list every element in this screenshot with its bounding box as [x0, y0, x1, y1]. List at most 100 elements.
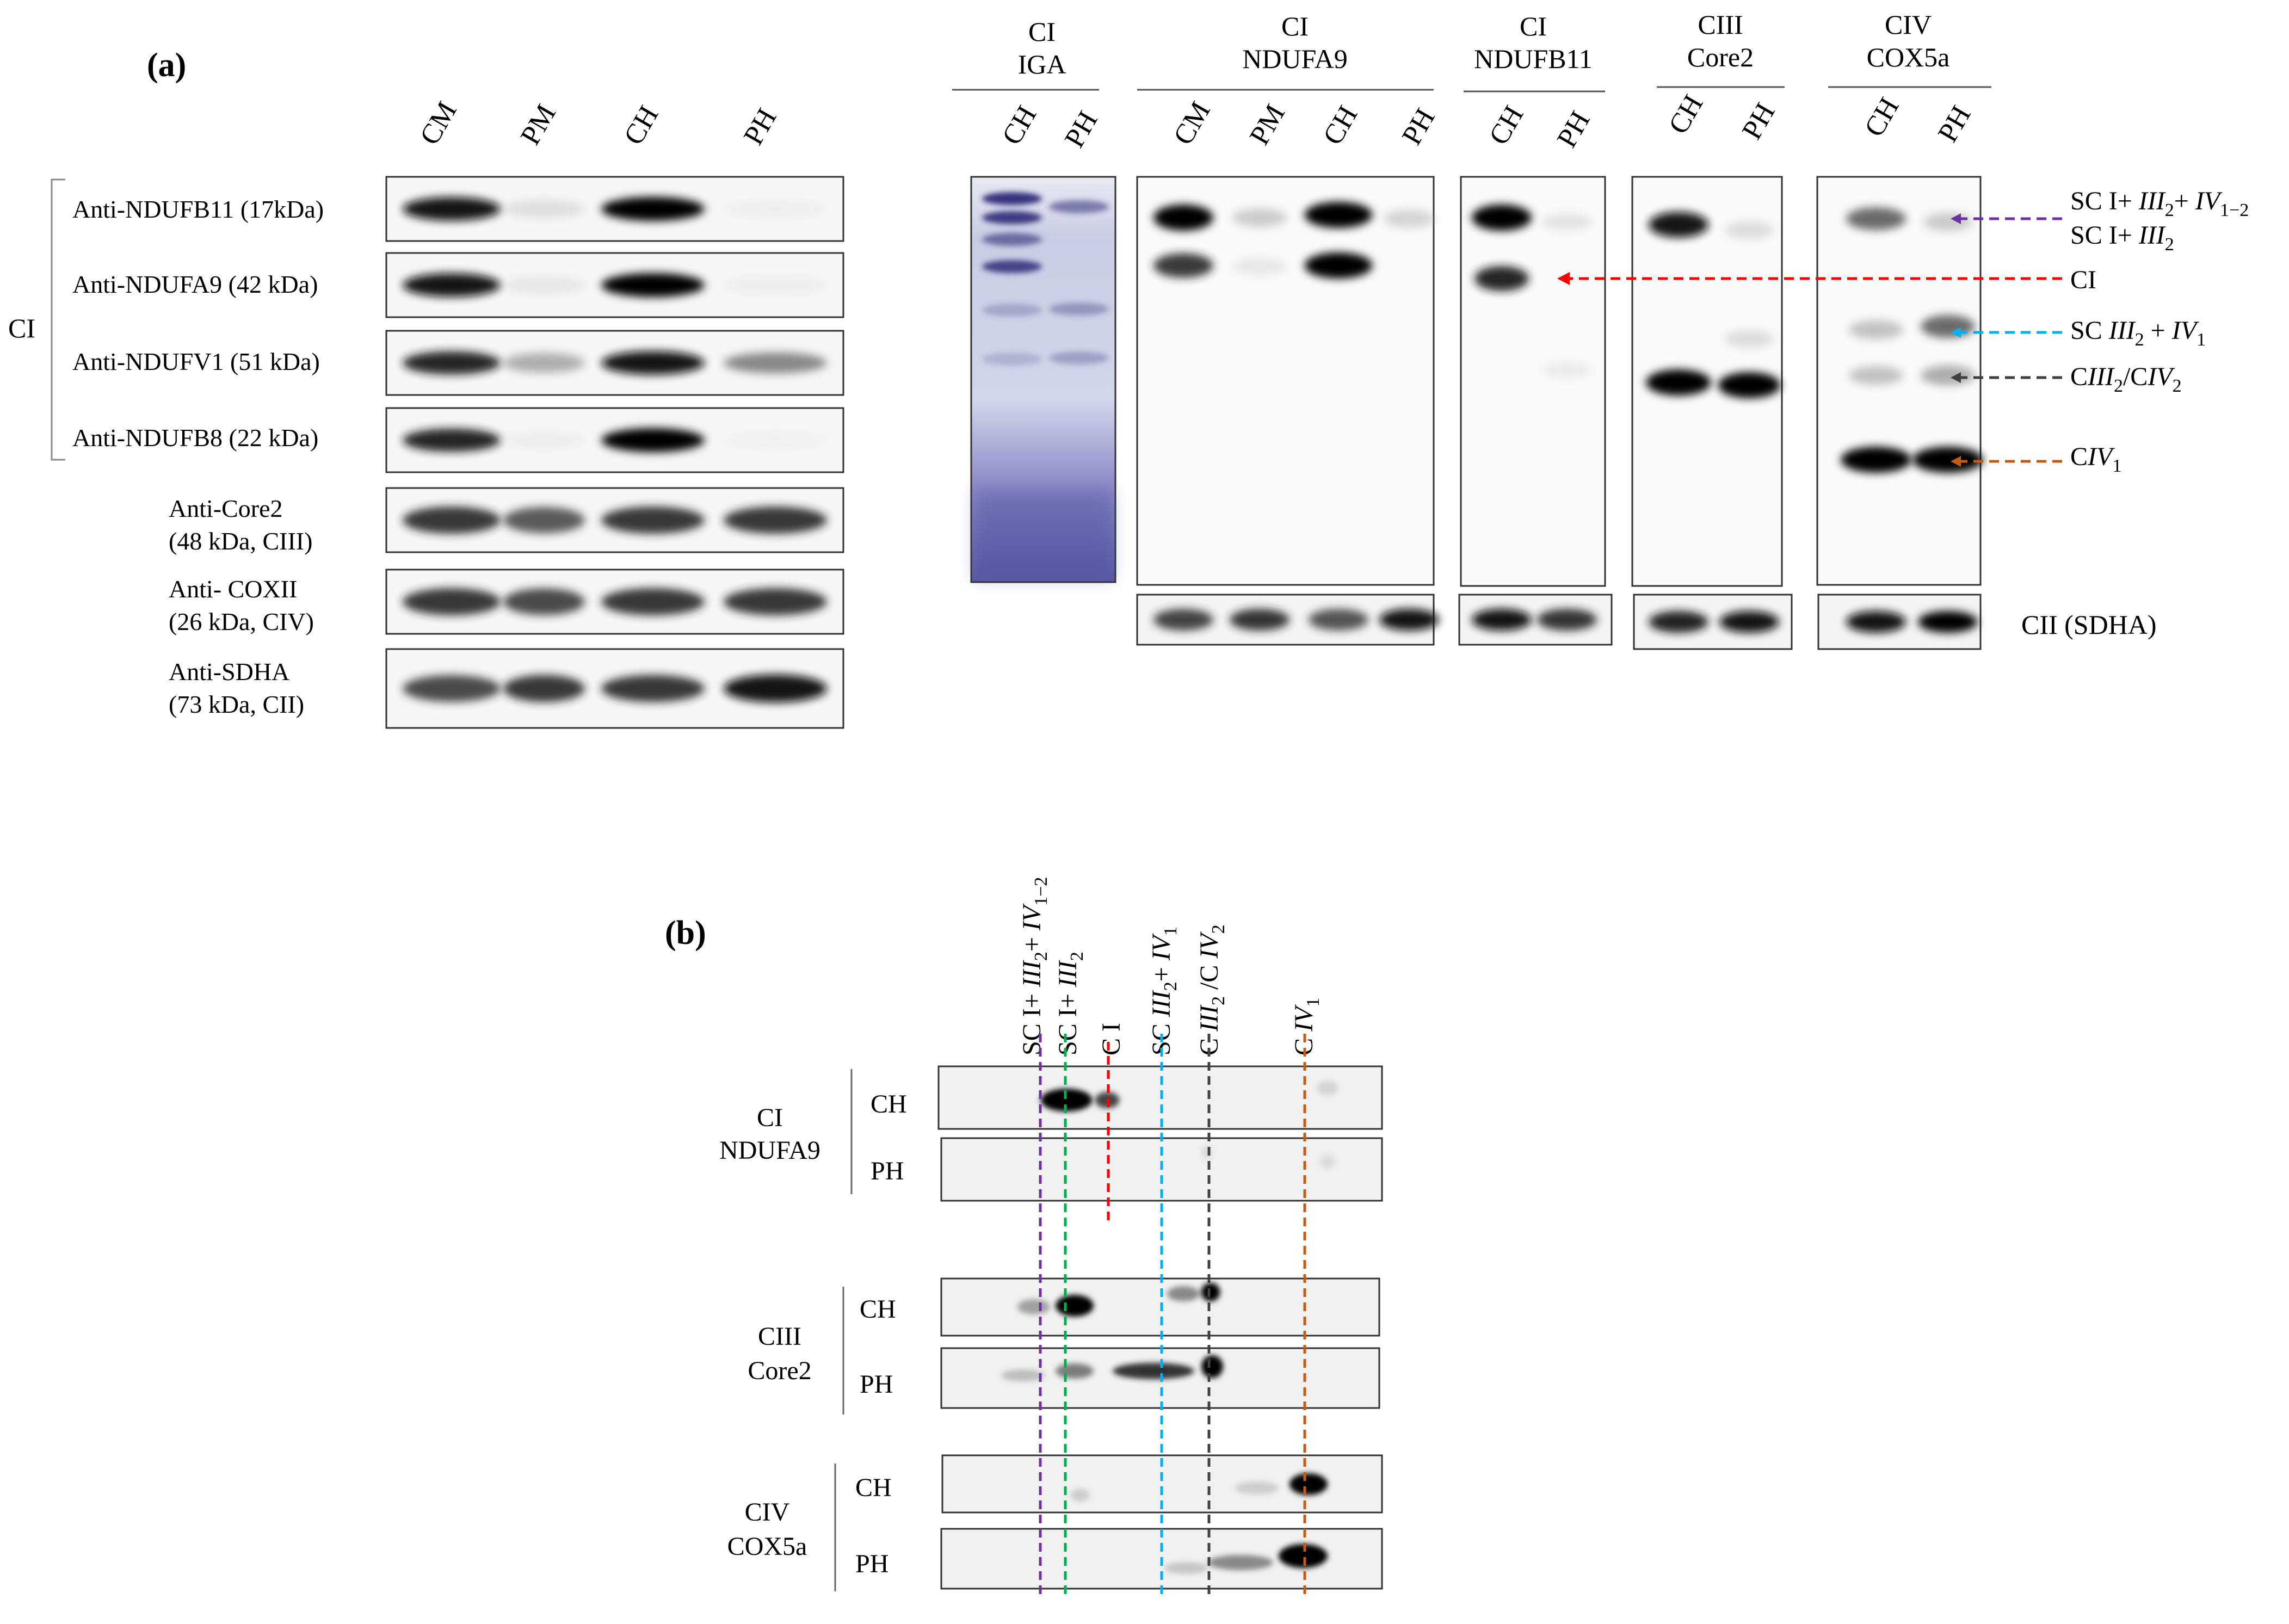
lane-header: CH [996, 101, 1042, 150]
blot-ndufa9 [385, 252, 844, 318]
lane-header: PH [1932, 101, 1977, 147]
blot-band [724, 352, 827, 374]
2d-spot [1290, 1473, 1328, 1495]
2d-spot [1070, 1489, 1090, 1502]
blot-band [601, 588, 705, 615]
gel-band [1646, 369, 1711, 396]
blot-band [503, 431, 585, 449]
gel-band [1921, 365, 1975, 386]
blot-label: Anti-NDUFB11 (17kDa) [72, 195, 324, 223]
gel-band [1923, 213, 1972, 231]
gel-cox5a [1816, 176, 1983, 650]
blot-label: Anti-SDHA [169, 658, 289, 686]
marker-arrow [1557, 272, 2062, 285]
2d-spot [1319, 1154, 1336, 1169]
group-label: COX5a [727, 1532, 807, 1561]
blot-band [503, 675, 585, 702]
blot-band [503, 200, 585, 218]
gel-band [1543, 213, 1591, 231]
blot-band [403, 507, 501, 534]
blot-coxii [385, 569, 844, 635]
blot-core2 [385, 487, 844, 553]
complex-marker-label: CI [2070, 265, 2096, 294]
2d-spot [1113, 1363, 1194, 1379]
gel-iga [970, 176, 1116, 583]
ci-bracket [51, 178, 65, 461]
gel-band [1849, 320, 1903, 339]
group-label: NDUFA9 [719, 1136, 820, 1165]
2d-spot [1167, 1286, 1200, 1301]
blot-label: Anti-NDUFA9 (42 kDa) [72, 270, 318, 298]
gel-band [1153, 253, 1213, 278]
lane-header: PH [1551, 106, 1596, 153]
blot-band [503, 276, 585, 294]
blot-band [403, 588, 501, 615]
gel-core2 [1631, 176, 1793, 650]
gel-band [1474, 266, 1529, 291]
blot-band [503, 353, 585, 373]
lane-header: PH [1059, 106, 1104, 153]
gel-header: COX5a [1867, 42, 1950, 72]
gel-header: CIV [1885, 9, 1932, 40]
blot-band [601, 428, 705, 452]
loading-control-band [1379, 609, 1439, 631]
marker-arrow [1951, 327, 2062, 338]
gel-band [1049, 200, 1109, 213]
2d-spot [1317, 1080, 1338, 1096]
complex-marker-label: CIV1 [2070, 442, 2121, 476]
loading-control-band [1309, 609, 1368, 631]
marker-arrow [1951, 456, 2062, 467]
group-labels-b: CI NDUFA9 CIII Core2 CIV COX5a [719, 1103, 820, 1561]
gel-header: Core2 [1687, 42, 1754, 72]
row-label: PH [860, 1370, 893, 1399]
lane-header: CM [1168, 96, 1217, 150]
column-label: SC I+ III2+ IV1−2 [1017, 877, 1051, 1055]
gel-band [1849, 366, 1903, 385]
row-label: CH [860, 1295, 896, 1324]
gel-lane-headers: CH PH CM PM CH PH CH PH CH PH CH PH [996, 90, 1977, 153]
lane-header: CH [1859, 92, 1905, 142]
blot-band [724, 431, 827, 449]
lane-header: CH [1317, 101, 1363, 150]
2d-spot [1279, 1544, 1328, 1568]
2d-spot [1201, 1145, 1212, 1160]
blot-band [724, 507, 827, 534]
2d-spot [1164, 1562, 1208, 1574]
blot-labels: Anti-NDUFB11 (17kDa) Anti-NDUFA9 (42 kDa… [72, 195, 324, 718]
panel-a-label: (a) [147, 47, 186, 84]
column-label: C I [1097, 1023, 1126, 1055]
loading-control-band [1719, 611, 1779, 633]
blot-ndufb8 [385, 407, 844, 473]
complex-markers: SC I+ III2+ IV1−2 SC I+ III2 CI SC III2 … [1557, 187, 2249, 476]
2d-spot [1201, 1283, 1220, 1301]
blot-ndufb11 [385, 176, 844, 242]
complex-marker-label: SC I+ III2+ IV1−2 [2070, 187, 2249, 220]
loading-control-band [1918, 611, 1978, 633]
lane-header: CM [414, 96, 463, 150]
ci-group-label: CI [8, 313, 35, 343]
column-label: C III2 /C IV2 [1195, 924, 1229, 1055]
gel-band [1304, 252, 1373, 279]
2d-spot [1201, 1355, 1223, 1378]
lane-header: CH [1483, 101, 1529, 150]
marker-arrow [1951, 372, 2062, 383]
blot-ndufv1 [385, 330, 844, 396]
loading-control-band [1472, 609, 1532, 631]
blot-band [403, 428, 501, 452]
blot-band [403, 675, 501, 702]
blot-band [724, 588, 827, 615]
row-label: PH [855, 1549, 889, 1578]
2d-gel-strips [937, 1065, 1383, 1590]
gel-header: IGA [1018, 49, 1066, 79]
lane-header: PH [738, 103, 783, 150]
2d-spot [1001, 1369, 1045, 1381]
gel-band [1846, 207, 1906, 230]
2d-spot [1208, 1555, 1273, 1570]
western-blots [385, 176, 844, 729]
gel-frame [1136, 176, 1435, 586]
gel-band [1304, 202, 1373, 228]
blot-sdha [385, 648, 844, 729]
gel-header: CI [1281, 11, 1309, 41]
loading-control-band [1537, 609, 1597, 631]
gel-band [1232, 258, 1287, 275]
